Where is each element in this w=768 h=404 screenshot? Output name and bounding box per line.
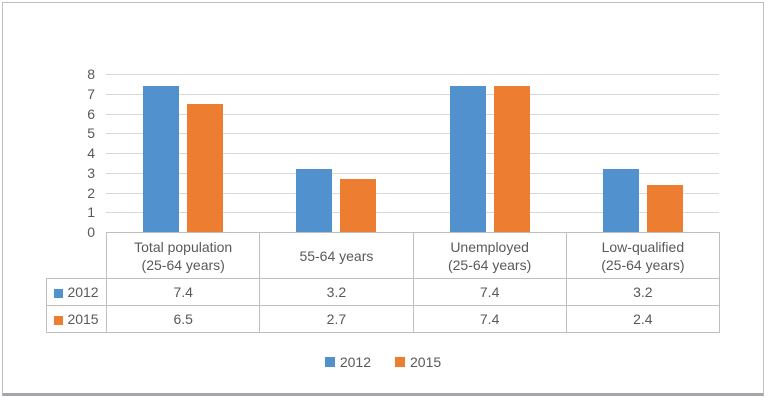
bar-2015 xyxy=(646,185,683,232)
bar-2012 xyxy=(295,169,332,232)
category-label-line: (25-64 years) xyxy=(601,256,685,273)
y-axis-tick-label: 4 xyxy=(87,145,95,161)
y-axis-tick-label: 0 xyxy=(87,224,95,240)
category-label-line: (25-64 years) xyxy=(141,256,225,273)
y-axis-tick-label: 6 xyxy=(87,106,95,122)
category-header-cell: Total population (25-64 years) xyxy=(106,232,261,279)
plot-area: 0 1 2 3 4 5 6 7 8 xyxy=(3,3,763,393)
bar-2015 xyxy=(493,86,530,232)
category-header-cell: Unemployed (25-64 years) xyxy=(412,232,567,279)
bar-2012 xyxy=(602,169,639,232)
y-axis-tick-label: 2 xyxy=(87,185,95,201)
bar-2015 xyxy=(186,104,223,232)
series-swatch-2015 xyxy=(54,316,64,325)
value-cell: 3.2 xyxy=(259,278,414,306)
table-corner-cell xyxy=(47,233,107,279)
category-label-line: (25-64 years) xyxy=(447,256,532,273)
series-swatch-2012 xyxy=(54,289,64,298)
value-cell: 2.4 xyxy=(565,305,721,333)
category-label-line: Total population xyxy=(134,238,233,255)
bar-2012 xyxy=(449,86,486,232)
category-label-line: Unemployed xyxy=(450,238,529,255)
value-cell: 7.4 xyxy=(412,305,567,333)
y-axis-tick-label: 7 xyxy=(87,86,95,102)
gridline xyxy=(106,94,719,95)
category-header-cell: Low-qualified (25-64 years) xyxy=(565,232,721,279)
legend-item-2012: 2012 xyxy=(324,354,371,370)
legend-label: 2015 xyxy=(410,354,442,370)
category-header-cell: 55-64 years xyxy=(259,232,414,279)
bar-group xyxy=(106,43,259,232)
y-axis-tick-label: 1 xyxy=(87,204,95,220)
chart-data-table: Total population (25-64 years) 55-64 years… xyxy=(45,232,721,333)
series-name: 2015 xyxy=(67,311,99,327)
bar-group xyxy=(259,43,412,232)
y-axis-tick-label: 3 xyxy=(87,165,95,181)
gridline xyxy=(106,193,719,194)
value-cell: 7.4 xyxy=(106,278,261,306)
series-row-2015: 2015 6.5 2.7 7.4 2.4 xyxy=(45,305,721,333)
table-header-row: Total population (25-64 years) 55-64 years… xyxy=(47,232,721,279)
gridline xyxy=(106,114,719,115)
gridline xyxy=(106,173,719,174)
gridline xyxy=(106,153,719,154)
legend-item-2015: 2015 xyxy=(395,354,441,370)
value-cell: 7.4 xyxy=(412,278,567,306)
value-cell: 3.2 xyxy=(565,278,721,306)
series-row-header: 2012 xyxy=(45,278,108,306)
legend: 2012 2015 xyxy=(3,354,763,370)
y-axis-tick-label: 8 xyxy=(87,66,95,82)
value-cell: 2.7 xyxy=(259,305,414,333)
category-label-line: Low-qualified xyxy=(601,238,685,255)
series-row-header: 2015 xyxy=(45,305,108,333)
value-cell: 6.5 xyxy=(106,305,261,333)
gridline xyxy=(106,133,719,134)
gridline xyxy=(106,74,719,75)
bar-group xyxy=(566,43,719,232)
bar-group xyxy=(413,43,566,232)
series-row-2012: 2012 7.4 3.2 7.4 3.2 xyxy=(45,278,721,306)
bar-2012 xyxy=(142,86,179,232)
y-axis-tick-label: 5 xyxy=(87,125,95,141)
legend-swatch-2015 xyxy=(395,357,405,367)
legend-swatch-2012 xyxy=(324,357,335,367)
legend-label: 2012 xyxy=(339,354,371,370)
gridline xyxy=(106,212,719,213)
bar-2015 xyxy=(339,179,376,232)
category-label-line: 55-64 years xyxy=(299,247,374,264)
series-name: 2012 xyxy=(67,284,99,300)
